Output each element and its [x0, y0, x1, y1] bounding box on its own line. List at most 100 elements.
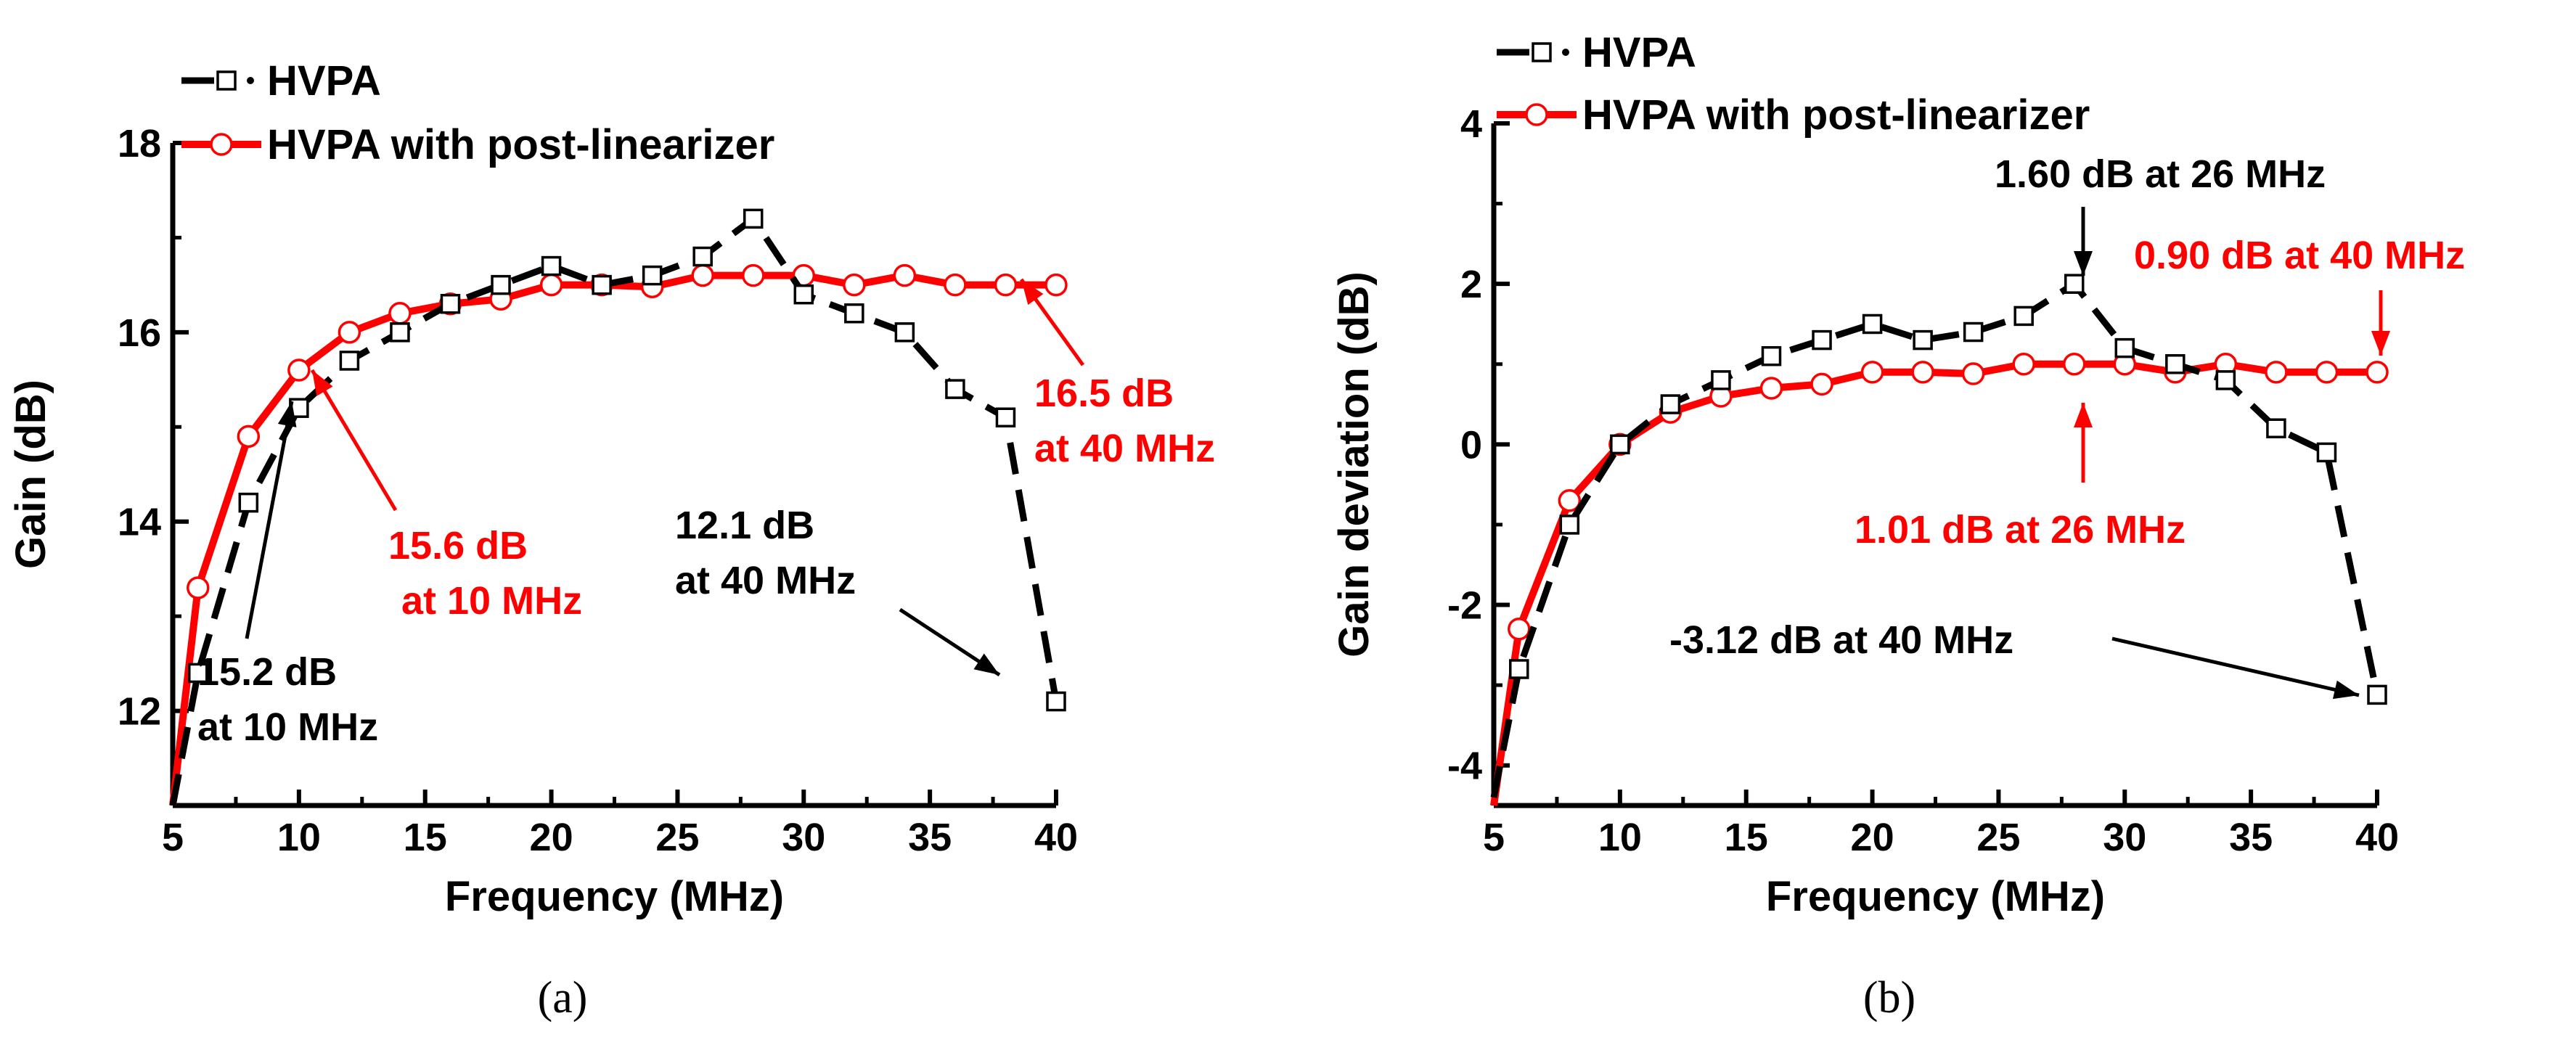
- y-tick-label: 0: [1460, 423, 1482, 467]
- x-tick-label: 20: [1851, 816, 1894, 859]
- x-tick-label: 30: [2103, 816, 2146, 859]
- annotation-text: 15.2 dB: [197, 650, 337, 694]
- data-point-hvpa: [995, 407, 1016, 427]
- data-point-hvpa: [1862, 314, 1883, 335]
- y-tick-label: 18: [118, 122, 161, 165]
- y-tick-label: -4: [1447, 745, 1482, 788]
- legend-label-hvpa: HVPA: [1582, 29, 1696, 76]
- legend-marker-hvpa: [216, 70, 237, 91]
- data-point-hvpa: [894, 322, 915, 343]
- y-tick-label: -2: [1447, 584, 1482, 628]
- x-tick-label: 35: [2229, 816, 2273, 859]
- annotation-arrow-0: [245, 401, 294, 639]
- y-tick-label: 12: [118, 690, 161, 734]
- x-tick-label: 5: [162, 816, 184, 859]
- data-point-hvpa: [743, 208, 764, 229]
- data-point-hvpa: [1913, 329, 1933, 351]
- x-tick-label: 30: [782, 816, 825, 859]
- data-point-hvpa: [1559, 515, 1580, 535]
- x-tick-label: 10: [1598, 816, 1642, 859]
- data-point-post-linearizer: [741, 263, 765, 287]
- data-point-hvpa: [1963, 321, 1984, 343]
- x-tick-label: 5: [1483, 816, 1505, 859]
- data-point-hvpa: [2266, 418, 2286, 438]
- legend-label-post-linearizer: HVPA with post-linearizer: [1582, 91, 2090, 139]
- panel-b: 5 10 15 20 25 30 35 40 -4 -2 0 2 4 Frequency (MHz) Gai…: [1330, 29, 2465, 1023]
- annotation-arrowhead-0: [2074, 251, 2093, 276]
- legend-label-hvpa: HVPA: [267, 57, 381, 104]
- data-point-hvpa: [2316, 442, 2337, 463]
- data-point-hvpa: [1509, 659, 1529, 679]
- annotation-arrowhead-0: [277, 401, 297, 427]
- data-point-post-linearizer: [388, 302, 412, 325]
- x-axis-label: Frequency (MHz): [1766, 873, 2105, 920]
- panel-caption: (b): [1863, 973, 1915, 1023]
- data-point-hvpa: [339, 351, 360, 371]
- y-axis-label: Gain (dB): [7, 380, 54, 569]
- legend-marker-hvpa: [1532, 42, 1552, 62]
- annotation-arrowhead-1: [2371, 331, 2390, 356]
- annotation-arrow-3: [2111, 636, 2360, 697]
- data-point-hvpa: [844, 303, 864, 324]
- data-point-hvpa: [1711, 370, 1731, 390]
- data-point-post-linearizer: [2366, 361, 2389, 384]
- annotation-text: 16.5 dB: [1034, 372, 1174, 415]
- legend-marker-post-linearizer: [1525, 103, 1548, 126]
- y-axis-label: Gain deviation (dB): [1330, 271, 1378, 657]
- x-tick-label: 10: [277, 816, 321, 859]
- annotation-text: -3.12 dB at 40 MHz: [1669, 618, 2013, 662]
- annotation-text: at 40 MHz: [675, 559, 856, 602]
- data-point-post-linearizer: [1810, 372, 1833, 396]
- x-tick-label: 40: [1034, 816, 1078, 859]
- legend-dash-dot: [247, 77, 254, 84]
- y-tick-label: 2: [1460, 263, 1482, 306]
- annotation-arrowhead-3: [2332, 680, 2359, 700]
- legend-label-post-linearizer: HVPA with post-linearizer: [267, 121, 774, 168]
- data-point-hvpa: [692, 246, 713, 267]
- data-point-hvpa: [1761, 345, 1782, 366]
- annotation-text: 12.1 dB: [675, 504, 814, 547]
- annotation-arrowhead-2: [973, 653, 999, 675]
- annotation-arrowhead-1: [312, 370, 333, 396]
- x-tick-label: 35: [908, 816, 952, 859]
- data-point-post-linearizer: [237, 425, 261, 448]
- data-point-hvpa: [491, 274, 511, 295]
- annotation-arrowhead-3: [1021, 279, 1044, 306]
- data-point-post-linearizer: [2315, 361, 2339, 384]
- data-point-hvpa: [793, 284, 814, 305]
- data-point-hvpa: [188, 663, 208, 684]
- panel-a: 5 10 15 20 25 30 35 40 12 14 16 18 Frequency (MHz) Ga…: [7, 57, 1215, 1023]
- annotation-text: at 40 MHz: [1034, 427, 1215, 470]
- annotation-text: 0.90 dB at 40 MHz: [2134, 234, 2465, 277]
- data-point-post-linearizer: [2265, 361, 2288, 384]
- data-point-post-linearizer: [1044, 273, 1068, 297]
- annotation-text: 1.60 dB at 26 MHz: [1995, 152, 2326, 196]
- data-point-hvpa: [1610, 434, 1630, 455]
- data-point-post-linearizer: [893, 263, 917, 287]
- data-point-hvpa: [541, 255, 562, 276]
- legend-marker-post-linearizer: [210, 133, 233, 156]
- data-point-hvpa: [2367, 684, 2387, 705]
- annotation-text: at 10 MHz: [401, 579, 582, 623]
- x-tick-label: 40: [2355, 816, 2399, 859]
- data-point-hvpa: [440, 293, 461, 314]
- data-point-hvpa: [1660, 394, 1681, 414]
- panel-caption: (a): [538, 973, 588, 1023]
- series-line-post-linearizer: [1490, 360, 2377, 806]
- data-point-post-linearizer: [2062, 353, 2086, 376]
- data-point-hvpa: [945, 379, 965, 399]
- data-point-post-linearizer: [1508, 617, 1531, 641]
- data-point-post-linearizer: [691, 263, 714, 287]
- x-tick-label: 20: [530, 816, 573, 859]
- data-point-post-linearizer: [1558, 489, 1582, 512]
- x-tick-label: 25: [1976, 816, 2020, 859]
- data-point-hvpa: [2064, 274, 2085, 294]
- x-tick-label: 15: [1725, 816, 1768, 859]
- data-point-post-linearizer: [843, 273, 866, 297]
- x-tick-label: 15: [404, 816, 447, 859]
- y-tick-label: 4: [1460, 102, 1482, 146]
- data-point-post-linearizer: [994, 273, 1018, 297]
- data-point-post-linearizer: [1911, 361, 1934, 384]
- annotation-arrow-1: [310, 369, 398, 512]
